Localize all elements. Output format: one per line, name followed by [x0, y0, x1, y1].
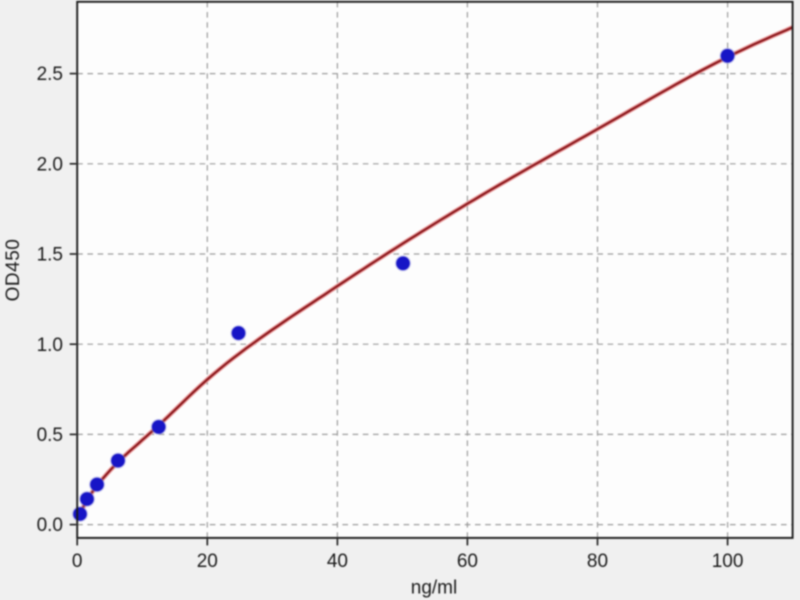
- svg-text:20: 20: [197, 551, 218, 572]
- svg-text:2.0: 2.0: [37, 154, 63, 175]
- svg-text:1.5: 1.5: [37, 245, 63, 266]
- svg-text:ng/ml: ng/ml: [411, 578, 457, 599]
- svg-text:60: 60: [457, 551, 478, 572]
- svg-text:0.5: 0.5: [37, 425, 63, 446]
- svg-text:OD450: OD450: [3, 239, 24, 302]
- svg-text:1.0: 1.0: [37, 335, 63, 356]
- svg-text:2.5: 2.5: [37, 64, 63, 85]
- svg-text:40: 40: [327, 551, 348, 572]
- svg-text:0.0: 0.0: [37, 515, 63, 536]
- svg-text:80: 80: [587, 551, 608, 572]
- svg-text:0: 0: [72, 551, 83, 572]
- svg-text:100: 100: [712, 551, 744, 572]
